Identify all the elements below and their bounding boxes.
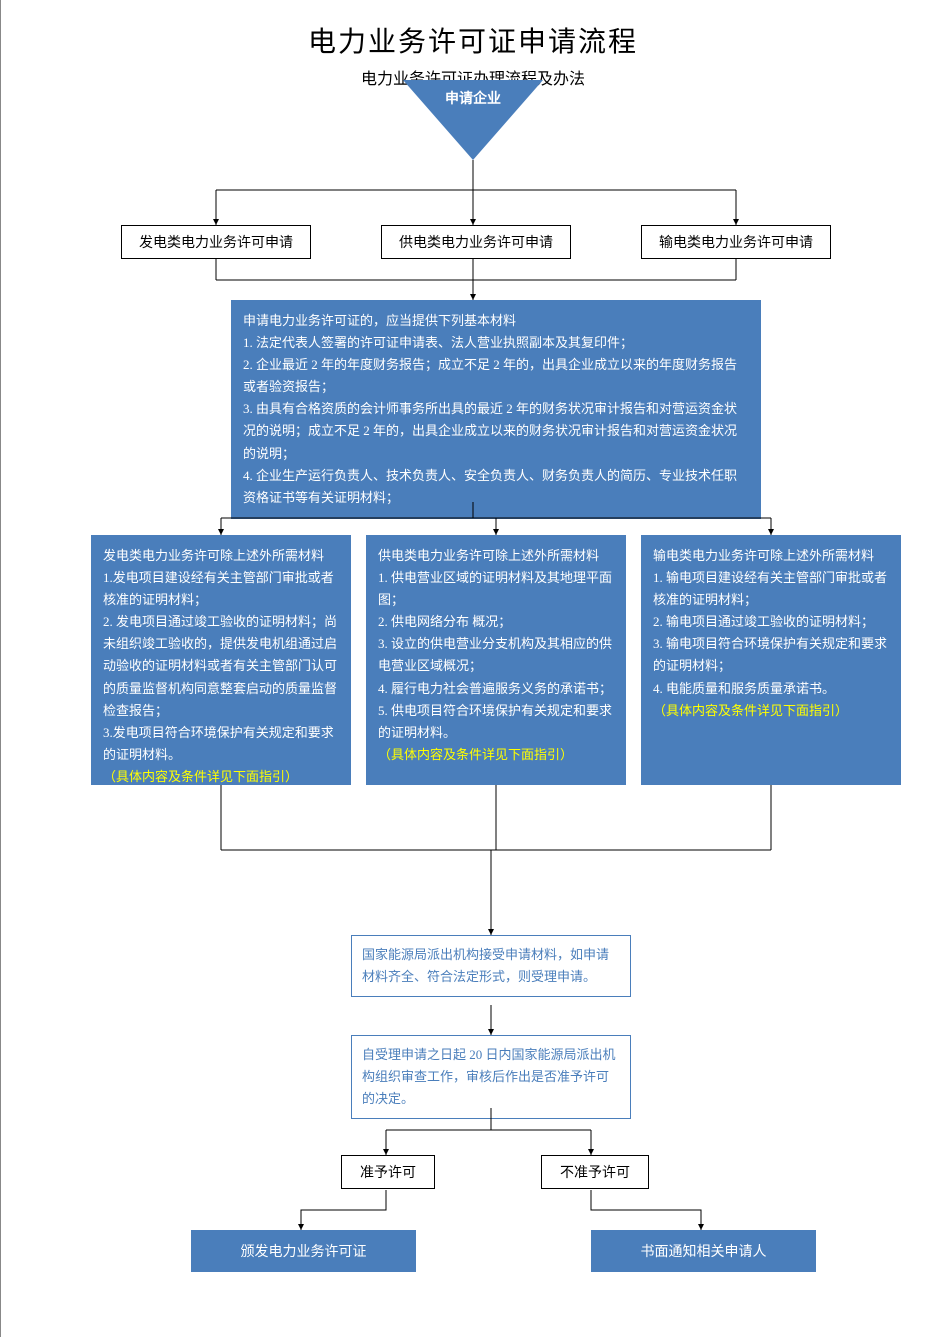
basic-materials-item: 4. 企业生产运行负责人、技术负责人、安全负责人、财务负责人的简历、专业技术任职… bbox=[243, 465, 749, 509]
extra-heading: 发电类电力业务许可除上述外所需材料 bbox=[103, 545, 339, 567]
basic-materials-item: 3. 由具有合格资质的会计师事务所出具的最近 2 年的财务状况审计报告和对营运资… bbox=[243, 398, 749, 464]
extra-item: 3. 输电项目符合环境保护有关规定和要求的证明材料； bbox=[653, 633, 889, 677]
decision-reject: 不准予许可 bbox=[541, 1155, 649, 1189]
outcome-notify: 书面通知相关申请人 bbox=[591, 1230, 816, 1272]
extra-item: 2. 供电网络分布 概况； bbox=[378, 611, 614, 633]
extra-item: 2. 发电项目通过竣工验收的证明材料；尚未组织竣工验收的，提供发电机组通过启动验… bbox=[103, 611, 339, 721]
extra-item: 4. 电能质量和服务质量承诺书。 bbox=[653, 678, 889, 700]
basic-materials-item: 2. 企业最近 2 年的年度财务报告；成立不足 2 年的，出具企业成立以来的年度… bbox=[243, 354, 749, 398]
basic-materials-item: 1. 法定代表人签署的许可证申请表、法人营业执照副本及其复印件； bbox=[243, 332, 749, 354]
review-step-box: 自受理申请之日起 20 日内国家能源局派出机构组织审查工作，审核后作出是否准予许… bbox=[351, 1035, 631, 1119]
extra-item: 3.发电项目符合环境保护有关规定和要求的证明材料。 bbox=[103, 722, 339, 766]
app-type-generation: 发电类电力业务许可申请 bbox=[121, 225, 311, 259]
basic-materials-heading: 申请电力业务许可证的，应当提供下列基本材料 bbox=[243, 310, 749, 332]
extra-item: 1. 供电营业区域的证明材料及其地理平面图； bbox=[378, 567, 614, 611]
decision-approve: 准予许可 bbox=[341, 1155, 435, 1189]
extra-item: 1.发电项目建设经有关主管部门审批或者核准的证明材料； bbox=[103, 567, 339, 611]
extra-item: 3. 设立的供电营业分支机构及其相应的供电营业区域概况； bbox=[378, 633, 614, 677]
page-title: 电力业务许可证申请流程 bbox=[1, 20, 945, 60]
extra-item: 5. 供电项目符合环境保护有关规定和要求的证明材料。 bbox=[378, 700, 614, 744]
extra-heading: 输电类电力业务许可除上述外所需材料 bbox=[653, 545, 889, 567]
outcome-issue: 颁发电力业务许可证 bbox=[191, 1230, 416, 1272]
receive-step-box: 国家能源局派出机构接受申请材料，如申请材料齐全、符合法定形式，则受理申请。 bbox=[351, 935, 631, 997]
app-type-transmission: 输电类电力业务许可申请 bbox=[641, 225, 831, 259]
extra-materials-generation: 发电类电力业务许可除上述外所需材料 1.发电项目建设经有关主管部门审批或者核准的… bbox=[91, 535, 351, 785]
extra-materials-transmission: 输电类电力业务许可除上述外所需材料 1. 输电项目建设经有关主管部门审批或者核准… bbox=[641, 535, 901, 785]
app-type-supply: 供电类电力业务许可申请 bbox=[381, 225, 571, 259]
start-node-label: 申请企业 bbox=[413, 88, 533, 108]
flowchart-page: 电力业务许可证申请流程 电力业务许可证办理流程及办法 申请企业 发电类电力业务许… bbox=[0, 0, 945, 1337]
extra-item: 1. 输电项目建设经有关主管部门审批或者核准的证明材料； bbox=[653, 567, 889, 611]
extra-note: （具体内容及条件详见下面指引） bbox=[103, 766, 339, 788]
extra-item: 4. 履行电力社会普遍服务义务的承诺书； bbox=[378, 678, 614, 700]
basic-materials-box: 申请电力业务许可证的，应当提供下列基本材料 1. 法定代表人签署的许可证申请表、… bbox=[231, 300, 761, 519]
extra-item: 2. 输电项目通过竣工验收的证明材料； bbox=[653, 611, 889, 633]
extra-note: （具体内容及条件详见下面指引） bbox=[378, 744, 614, 766]
extra-note: （具体内容及条件详见下面指引） bbox=[653, 700, 889, 722]
extra-heading: 供电类电力业务许可除上述外所需材料 bbox=[378, 545, 614, 567]
extra-materials-supply: 供电类电力业务许可除上述外所需材料 1. 供电营业区域的证明材料及其地理平面图；… bbox=[366, 535, 626, 785]
